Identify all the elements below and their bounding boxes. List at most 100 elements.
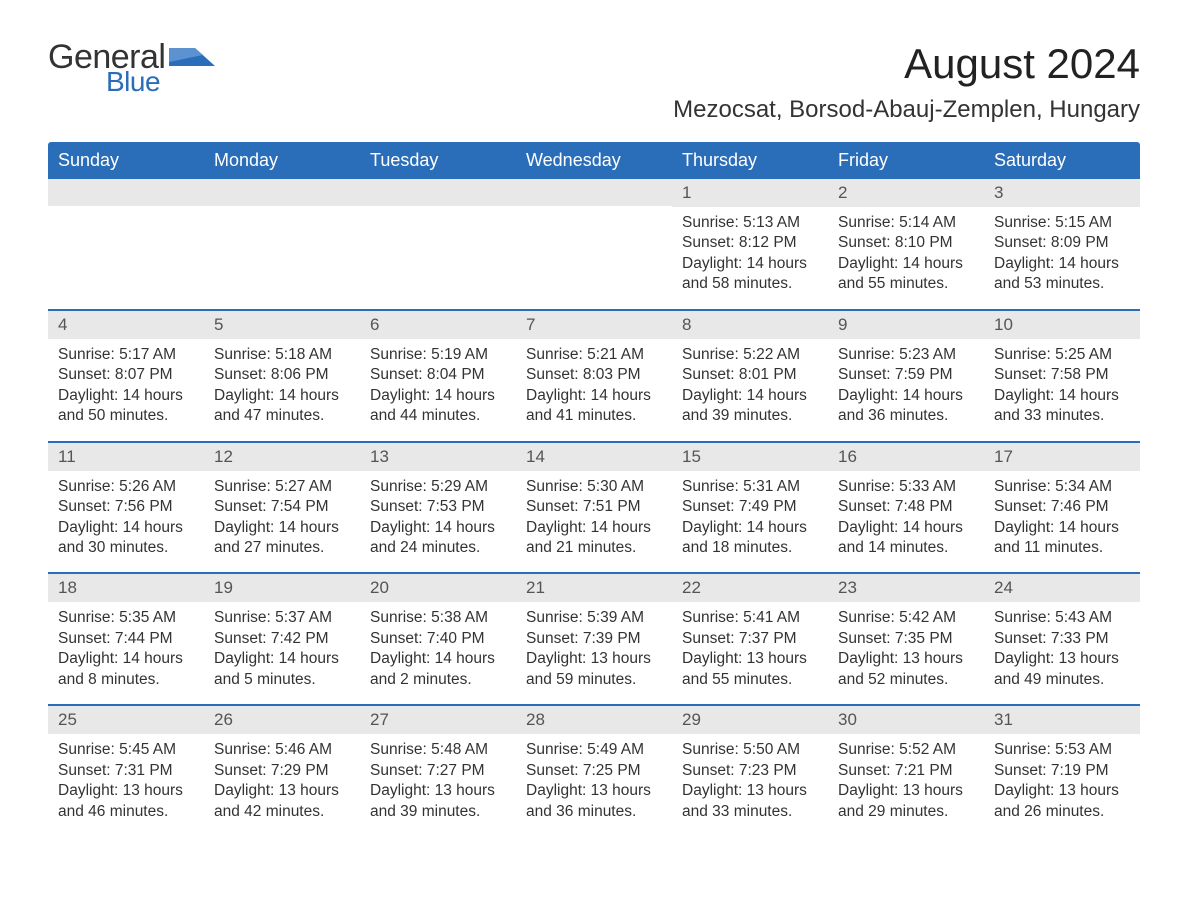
daylight-line: and 21 minutes.	[526, 538, 662, 558]
day-number: 1	[672, 179, 828, 207]
day-number: 11	[48, 443, 204, 471]
sunrise-line: Sunrise: 5:48 AM	[370, 740, 506, 760]
day-cell: 9Sunrise: 5:23 AMSunset: 7:59 PMDaylight…	[828, 311, 984, 427]
day-number: 4	[48, 311, 204, 339]
day-number: 12	[204, 443, 360, 471]
daylight-line: Daylight: 14 hours	[214, 386, 350, 406]
sunset-line: Sunset: 7:21 PM	[838, 761, 974, 781]
day-details: Sunrise: 5:25 AMSunset: 7:58 PMDaylight:…	[984, 339, 1140, 427]
daylight-line: Daylight: 14 hours	[214, 518, 350, 538]
day-cell: 27Sunrise: 5:48 AMSunset: 7:27 PMDayligh…	[360, 706, 516, 822]
day-details: Sunrise: 5:31 AMSunset: 7:49 PMDaylight:…	[672, 471, 828, 559]
sunrise-line: Sunrise: 5:50 AM	[682, 740, 818, 760]
daylight-line: Daylight: 14 hours	[370, 518, 506, 538]
sunset-line: Sunset: 7:27 PM	[370, 761, 506, 781]
daylight-line: and 2 minutes.	[370, 670, 506, 690]
daylight-line: Daylight: 14 hours	[838, 518, 974, 538]
sunrise-line: Sunrise: 5:22 AM	[682, 345, 818, 365]
sunrise-line: Sunrise: 5:13 AM	[682, 213, 818, 233]
day-cell: 24Sunrise: 5:43 AMSunset: 7:33 PMDayligh…	[984, 574, 1140, 690]
page-header: General Blue August 2024 Mezocsat, Borso…	[48, 40, 1140, 124]
day-number: 30	[828, 706, 984, 734]
day-details: Sunrise: 5:13 AMSunset: 8:12 PMDaylight:…	[672, 207, 828, 295]
day-cell: 11Sunrise: 5:26 AMSunset: 7:56 PMDayligh…	[48, 443, 204, 559]
sunrise-line: Sunrise: 5:17 AM	[58, 345, 194, 365]
sunset-line: Sunset: 8:10 PM	[838, 233, 974, 253]
sunset-line: Sunset: 7:29 PM	[214, 761, 350, 781]
daylight-line: and 42 minutes.	[214, 802, 350, 822]
day-cell: 16Sunrise: 5:33 AMSunset: 7:48 PMDayligh…	[828, 443, 984, 559]
daylight-line: and 36 minutes.	[526, 802, 662, 822]
daylight-line: Daylight: 14 hours	[58, 649, 194, 669]
daylight-line: Daylight: 14 hours	[994, 386, 1130, 406]
sunset-line: Sunset: 7:40 PM	[370, 629, 506, 649]
sunset-line: Sunset: 7:19 PM	[994, 761, 1130, 781]
daylight-line: and 55 minutes.	[838, 274, 974, 294]
location-subtitle: Mezocsat, Borsod-Abauj-Zemplen, Hungary	[673, 96, 1140, 124]
daylight-line: and 52 minutes.	[838, 670, 974, 690]
day-number: 20	[360, 574, 516, 602]
daylight-line: Daylight: 14 hours	[838, 254, 974, 274]
daylight-line: Daylight: 14 hours	[682, 518, 818, 538]
day-cell: 18Sunrise: 5:35 AMSunset: 7:44 PMDayligh…	[48, 574, 204, 690]
day-cell: 21Sunrise: 5:39 AMSunset: 7:39 PMDayligh…	[516, 574, 672, 690]
weekday-header: Friday	[828, 142, 984, 179]
sunrise-line: Sunrise: 5:23 AM	[838, 345, 974, 365]
daylight-line: and 33 minutes.	[682, 802, 818, 822]
daylight-line: Daylight: 13 hours	[526, 781, 662, 801]
calendar-week: 11Sunrise: 5:26 AMSunset: 7:56 PMDayligh…	[48, 441, 1140, 573]
day-details: Sunrise: 5:18 AMSunset: 8:06 PMDaylight:…	[204, 339, 360, 427]
day-details: Sunrise: 5:52 AMSunset: 7:21 PMDaylight:…	[828, 734, 984, 822]
day-number	[360, 179, 516, 206]
day-number: 23	[828, 574, 984, 602]
sunrise-line: Sunrise: 5:39 AM	[526, 608, 662, 628]
weekday-header: Tuesday	[360, 142, 516, 179]
daylight-line: Daylight: 14 hours	[838, 386, 974, 406]
daylight-line: and 47 minutes.	[214, 406, 350, 426]
day-cell: 7Sunrise: 5:21 AMSunset: 8:03 PMDaylight…	[516, 311, 672, 427]
day-details: Sunrise: 5:38 AMSunset: 7:40 PMDaylight:…	[360, 602, 516, 690]
sunset-line: Sunset: 8:09 PM	[994, 233, 1130, 253]
sunset-line: Sunset: 7:31 PM	[58, 761, 194, 781]
daylight-line: Daylight: 14 hours	[370, 386, 506, 406]
day-number: 10	[984, 311, 1140, 339]
logo-flag-icon	[169, 48, 215, 79]
daylight-line: and 44 minutes.	[370, 406, 506, 426]
day-cell: 26Sunrise: 5:46 AMSunset: 7:29 PMDayligh…	[204, 706, 360, 822]
day-cell: 15Sunrise: 5:31 AMSunset: 7:49 PMDayligh…	[672, 443, 828, 559]
daylight-line: and 53 minutes.	[994, 274, 1130, 294]
day-cell: 6Sunrise: 5:19 AMSunset: 8:04 PMDaylight…	[360, 311, 516, 427]
sunrise-line: Sunrise: 5:43 AM	[994, 608, 1130, 628]
daylight-line: Daylight: 14 hours	[994, 254, 1130, 274]
day-cell: 4 Sunrise: 5:17 AMSunset: 8:07 PMDaylight…	[48, 311, 204, 427]
daylight-line: Daylight: 14 hours	[214, 649, 350, 669]
sunrise-line: Sunrise: 5:37 AM	[214, 608, 350, 628]
daylight-line: Daylight: 14 hours	[682, 254, 818, 274]
day-details: Sunrise: 5:30 AMSunset: 7:51 PMDaylight:…	[516, 471, 672, 559]
day-details: Sunrise: 5:34 AMSunset: 7:46 PMDaylight:…	[984, 471, 1140, 559]
day-details: Sunrise: 5:14 AMSunset: 8:10 PMDaylight:…	[828, 207, 984, 295]
daylight-line: and 30 minutes.	[58, 538, 194, 558]
daylight-line: and 36 minutes.	[838, 406, 974, 426]
day-cell: 2Sunrise: 5:14 AMSunset: 8:10 PMDaylight…	[828, 179, 984, 295]
daylight-line: Daylight: 14 hours	[58, 386, 194, 406]
daylight-line: Daylight: 13 hours	[682, 781, 818, 801]
daylight-line: and 50 minutes.	[58, 406, 194, 426]
sunset-line: Sunset: 8:07 PM	[58, 365, 194, 385]
day-cell: 19Sunrise: 5:37 AMSunset: 7:42 PMDayligh…	[204, 574, 360, 690]
sunrise-line: Sunrise: 5:19 AM	[370, 345, 506, 365]
daylight-line: and 24 minutes.	[370, 538, 506, 558]
sunset-line: Sunset: 8:01 PM	[682, 365, 818, 385]
sunset-line: Sunset: 8:03 PM	[526, 365, 662, 385]
sunset-line: Sunset: 7:54 PM	[214, 497, 350, 517]
logo: General Blue	[48, 40, 215, 96]
sunrise-line: Sunrise: 5:53 AM	[994, 740, 1130, 760]
day-cell: 22Sunrise: 5:41 AMSunset: 7:37 PMDayligh…	[672, 574, 828, 690]
day-number: 25	[48, 706, 204, 734]
day-cell: 31Sunrise: 5:53 AMSunset: 7:19 PMDayligh…	[984, 706, 1140, 822]
daylight-line: Daylight: 13 hours	[682, 649, 818, 669]
day-number: 29	[672, 706, 828, 734]
day-number: 2	[828, 179, 984, 207]
daylight-line: and 41 minutes.	[526, 406, 662, 426]
day-cell: 10Sunrise: 5:25 AMSunset: 7:58 PMDayligh…	[984, 311, 1140, 427]
